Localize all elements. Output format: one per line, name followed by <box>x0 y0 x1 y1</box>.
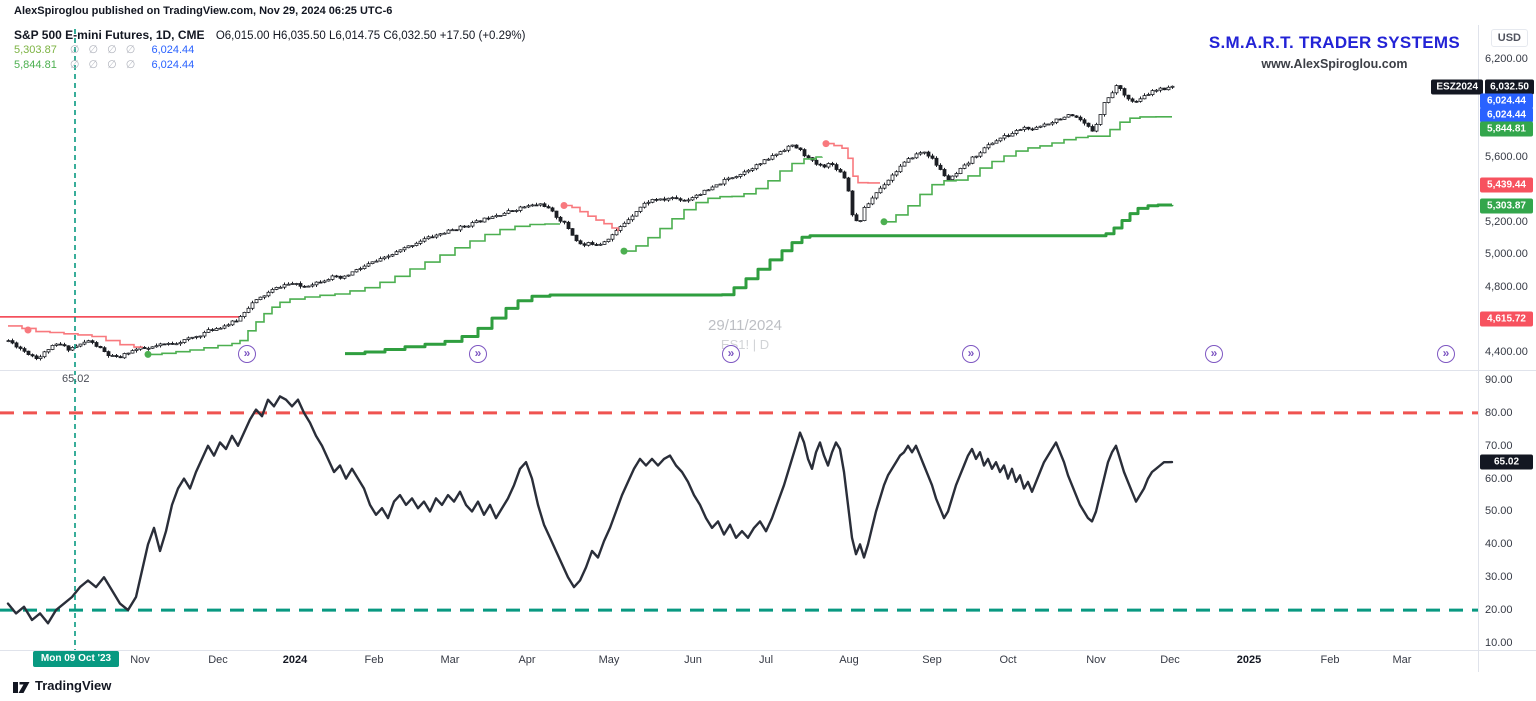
time-axis-tick: Oct <box>999 654 1017 666</box>
tradingview-logo-icon <box>13 682 30 693</box>
oscillator-axis-label: 80.00 <box>1485 407 1513 419</box>
time-axis-tick: Jul <box>758 654 774 666</box>
ohlc-values: O6,015.00 H6,035.50 L6,014.75 C6,032.50 <box>215 30 437 42</box>
oscillator-axis-label: 90.00 <box>1485 374 1513 386</box>
time-axis-tick: Feb <box>1320 654 1340 666</box>
price-level-badge: 5,303.87 <box>1480 198 1533 214</box>
price-level-badge: 5,439.44 <box>1480 177 1533 193</box>
oscillator-axis-label: 10.00 <box>1485 637 1513 649</box>
indicator-row-1[interactable]: 5,303.87 ∅ ∅ ∅ ∅ 6,024.44 <box>14 43 194 56</box>
oscillator-axis-label: 60.00 <box>1485 473 1513 485</box>
time-axis-tick: Jun <box>684 654 702 666</box>
last-price-badge: ESZ2024 6,032.50 <box>1431 79 1534 95</box>
price-axis[interactable]: ESZ2024 6,032.50 6,200.00 5,600.00 5,200.0… <box>1431 0 1536 672</box>
oscillator-value-label: 65.02 <box>62 373 90 385</box>
price-axis-label: 4,400.00 <box>1485 346 1528 358</box>
price-level-badge: 5,844.81 <box>1480 121 1533 137</box>
oscillator-value-badge: 65.02 <box>1480 454 1533 470</box>
price-axis-label: 4,800.00 <box>1485 281 1528 293</box>
time-axis-tick: Nov <box>130 654 150 666</box>
indicator-row-2[interactable]: 5,844.81 ∅ ∅ ∅ ∅ 6,024.44 <box>14 58 194 71</box>
price-axis-label: 5,600.00 <box>1485 151 1528 163</box>
change-value: +17.50 (+0.29%) <box>439 30 526 42</box>
indicator1-null-values: ∅ ∅ ∅ ∅ <box>69 44 139 56</box>
price-axis-label: 6,200.00 <box>1485 53 1528 65</box>
time-axis-tick: 2024 <box>282 654 308 666</box>
time-axis-tick: Sep <box>922 654 942 666</box>
time-axis-tick: Mar <box>440 654 460 666</box>
oscillator-axis-label: 50.00 <box>1485 505 1513 517</box>
time-axis-tick: Feb <box>364 654 384 666</box>
time-axis-tick: Mar <box>1392 654 1412 666</box>
indicator2-value: 5,844.81 <box>14 59 57 71</box>
session-event-icon[interactable]: » <box>722 345 740 363</box>
price-axis-label: 5,200.00 <box>1485 216 1528 228</box>
oscillator-axis-label: 30.00 <box>1485 571 1513 583</box>
price-axis-border <box>1478 25 1479 672</box>
session-event-icon[interactable]: » <box>962 345 980 363</box>
session-event-icon[interactable]: » <box>1437 345 1455 363</box>
session-event-icon[interactable]: » <box>1205 345 1223 363</box>
price-chart-canvas[interactable] <box>0 25 1478 370</box>
indicator2-null-values: ∅ ∅ ∅ ∅ <box>69 59 139 71</box>
oscillator-chart-canvas[interactable] <box>0 370 1478 650</box>
tradingview-logo[interactable]: TradingView <box>13 678 111 693</box>
oscillator-axis-label: 70.00 <box>1485 440 1513 452</box>
indicator1-value: 5,303.87 <box>14 44 57 56</box>
time-axis-tick: Nov <box>1086 654 1106 666</box>
time-axis-tick: Aug <box>839 654 859 666</box>
price-level-badge: 6,024.44 <box>1480 93 1533 109</box>
publish-header: AlexSpiroglou published on TradingView.c… <box>14 5 393 17</box>
currency-button[interactable]: USD <box>1490 29 1528 47</box>
panel-separator[interactable] <box>0 370 1536 371</box>
time-axis[interactable]: Mon 09 Oct '23 Nov Dec 2024 Feb Mar Apr May Jun… <box>0 650 1478 672</box>
tradingview-logo-text: TradingView <box>35 678 112 693</box>
time-axis-tick: Dec <box>208 654 228 666</box>
session-event-icon[interactable]: » <box>238 345 256 363</box>
last-price-value: 6,032.50 <box>1485 79 1534 95</box>
indicator2-upper-value: 6,024.44 <box>151 59 195 71</box>
price-level-badge: 6,024.44 <box>1480 107 1533 123</box>
indicator1-upper-value: 6,024.44 <box>151 44 195 56</box>
time-axis-tick: Apr <box>518 654 536 666</box>
time-axis-tick: May <box>598 654 620 666</box>
symbol-title: S&P 500 E-mini Futures, 1D, CME <box>14 28 205 42</box>
session-event-icon[interactable]: » <box>469 345 487 363</box>
brand-url: www.AlexSpiroglou.com <box>1261 57 1408 71</box>
time-axis-tick: Dec <box>1160 654 1180 666</box>
time-axis-separator <box>0 650 1536 651</box>
brand-title: S.M.A.R.T. TRADER SYSTEMS <box>1208 33 1460 52</box>
time-axis-tick: 2025 <box>1236 654 1262 666</box>
footer-bar: TradingView <box>0 672 1536 701</box>
oscillator-axis-label: 20.00 <box>1485 604 1513 616</box>
symbol-legend[interactable]: S&P 500 E-mini Futures, 1D, CME O6,015.0… <box>14 28 525 42</box>
brand-block: S.M.A.R.T. TRADER SYSTEMS www.AlexSpirog… <box>1209 33 1460 71</box>
price-level-badge: 4,615.72 <box>1480 311 1533 327</box>
contract-label: ESZ2024 <box>1431 79 1484 95</box>
price-axis-label: 5,000.00 <box>1485 248 1528 260</box>
event-date-badge[interactable]: Mon 09 Oct '23 <box>33 651 119 667</box>
oscillator-axis-label: 40.00 <box>1485 538 1513 550</box>
